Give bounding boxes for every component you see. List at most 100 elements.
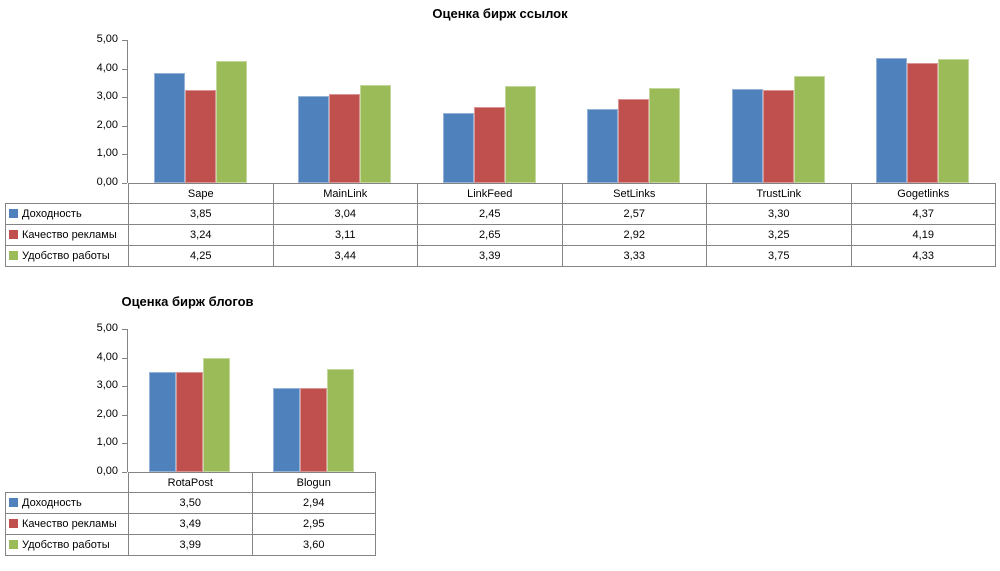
legend-swatch-profitability	[9, 498, 18, 507]
series-label: Удобство работы	[22, 250, 110, 262]
series-row: Качество рекламы 3,49 2,95	[5, 513, 376, 535]
bar-profitability-rotapost	[149, 372, 177, 472]
series-label-cell: Качество рекламы	[5, 224, 129, 246]
series-label-cell: Доходность	[5, 203, 129, 225]
bar-ad-quality-gogetlinks	[907, 63, 939, 183]
y-axis-tick-label: 0,00	[96, 176, 118, 188]
bar-ad-quality-trustlink	[762, 90, 794, 183]
value-cell: 3,44	[272, 245, 418, 267]
category-header-cell: MainLink	[272, 183, 418, 204]
y-axis-tick-label: 3,00	[96, 379, 118, 391]
value-cell: 4,19	[850, 224, 996, 246]
y-axis-tick-label: 4,00	[96, 351, 118, 363]
value-cell: 2,92	[561, 224, 707, 246]
bar-profitability-sape	[153, 73, 185, 183]
y-axis-line	[127, 329, 128, 472]
series-label: Качество рекламы	[22, 518, 117, 530]
bar-profitability-linkfeed	[442, 113, 474, 183]
value-cell: 2,57	[561, 203, 707, 225]
bar-usability-gogetlinks	[938, 59, 970, 183]
value-cell: 2,95	[251, 513, 376, 535]
value-cell: 3,25	[706, 224, 852, 246]
category-header-cell: LinkFeed	[417, 183, 563, 204]
category-header-row: Sape MainLink LinkFeed SetLinks TrustLink Gog…	[6, 183, 996, 204]
y-axis-tick	[122, 40, 127, 41]
y-axis-tick	[122, 329, 127, 330]
bar-usability-sape	[215, 61, 247, 183]
value-cell: 2,94	[251, 492, 376, 514]
legend-swatch-ad-quality	[9, 230, 18, 239]
y-axis-tick-label: 1,00	[96, 147, 118, 159]
legend-swatch-usability	[9, 251, 18, 260]
bar-usability-rotapost	[203, 358, 231, 472]
value-cell: 3,33	[561, 245, 707, 267]
bar-ad-quality-mainlink	[329, 94, 361, 183]
chart-title: Оценка бирж блогов	[121, 294, 254, 309]
y-axis-tick	[122, 69, 127, 70]
value-cell: 3,04	[272, 203, 418, 225]
y-axis-tick-label: 4,00	[96, 62, 118, 74]
y-axis-tick-label: 0,00	[96, 465, 118, 477]
category-header-cell: Sape	[128, 183, 274, 204]
bar-profitability-blogun	[272, 388, 300, 472]
series-row: Доходность 3,50 2,94	[5, 492, 376, 514]
bar-usability-blogun	[326, 369, 354, 472]
legend-swatch-ad-quality	[9, 519, 18, 528]
bar-usability-setlinks	[649, 88, 681, 183]
y-axis-tick-label: 5,00	[96, 33, 118, 45]
bar-ad-quality-blogun	[299, 388, 327, 472]
category-header-cell: TrustLink	[706, 183, 852, 204]
bar-profitability-setlinks	[587, 109, 619, 183]
data-table: RotaPost Blogun Доходность 3,50 2,94 Качество…	[5, 472, 376, 556]
value-cell: 2,65	[417, 224, 563, 246]
value-cell: 3,39	[417, 245, 563, 267]
series-label-cell: Удобство работы	[5, 245, 129, 267]
value-cell: 3,99	[128, 534, 253, 556]
bar-profitability-trustlink	[731, 89, 763, 183]
value-cell: 3,75	[706, 245, 852, 267]
series-row: Удобство работы 4,25 3,44 3,39 3,33 3,75 4,33	[5, 245, 996, 267]
category-header-cell: Blogun	[251, 472, 376, 493]
data-table: Sape MainLink LinkFeed SetLinks TrustLink Gog…	[5, 183, 996, 267]
series-label: Доходность	[22, 208, 82, 220]
value-cell: 3,30	[706, 203, 852, 225]
value-cell: 3,50	[128, 492, 253, 514]
bar-usability-mainlink	[360, 85, 392, 183]
series-label-cell: Качество рекламы	[5, 513, 129, 535]
bar-ad-quality-setlinks	[618, 99, 650, 183]
blog-exchanges-chart: Оценка бирж блогов 0,00 1,00 2,00 3,00 4,00 5,…	[0, 289, 376, 561]
value-cell: 3,85	[128, 203, 274, 225]
value-cell: 2,45	[417, 203, 563, 225]
series-row: Доходность 3,85 3,04 2,45 2,57 3,30 4,37	[5, 203, 996, 225]
bar-usability-trustlink	[793, 76, 825, 183]
y-axis-tick	[122, 443, 127, 444]
series-row: Качество рекламы 3,24 3,11 2,65 2,92 3,25 4,19	[5, 224, 996, 246]
bar-usability-linkfeed	[504, 86, 536, 183]
legend-swatch-profitability	[9, 209, 18, 218]
y-axis-tick-label: 3,00	[96, 90, 118, 102]
y-axis-tick	[122, 183, 127, 184]
y-axis-tick	[122, 126, 127, 127]
y-axis-tick	[122, 97, 127, 98]
series-label: Удобство работы	[22, 539, 110, 551]
value-cell: 4,33	[850, 245, 996, 267]
category-header-cell: RotaPost	[128, 472, 253, 493]
table-corner-cell	[6, 473, 129, 493]
bar-ad-quality-linkfeed	[473, 107, 505, 183]
bar-ad-quality-rotapost	[176, 372, 204, 472]
link-exchanges-chart: Оценка бирж ссылок 0,00 1,00 2,00 3,00 4,00 5,…	[0, 0, 1000, 272]
category-header-cell: Gogetlinks	[850, 183, 996, 204]
series-label-cell: Доходность	[5, 492, 129, 514]
y-axis-tick-label: 1,00	[96, 436, 118, 448]
y-axis-tick	[122, 154, 127, 155]
y-axis-tick	[122, 358, 127, 359]
bar-profitability-mainlink	[298, 96, 330, 183]
series-label: Доходность	[22, 497, 82, 509]
value-cell: 3,11	[272, 224, 418, 246]
y-axis-tick-label: 5,00	[96, 322, 118, 334]
y-axis-tick-label: 2,00	[96, 408, 118, 420]
category-header-row: RotaPost Blogun	[6, 472, 376, 493]
value-cell: 3,49	[128, 513, 253, 535]
table-corner-cell	[6, 184, 129, 204]
